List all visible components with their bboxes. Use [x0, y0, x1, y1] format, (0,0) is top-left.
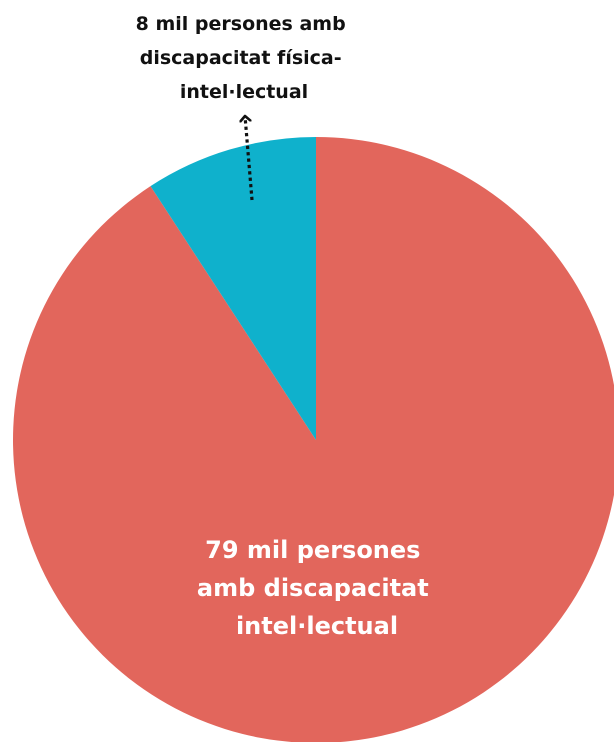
slice-label-major-line-2: amb discapacitat — [197, 574, 429, 602]
slice-label-minor-line-2: discapacitat física- — [140, 47, 342, 69]
slice-label-minor-line-3: intel·lectual — [180, 81, 308, 103]
callout-arrow — [245, 116, 254, 201]
slice-label-minor: 8 mil persones amb discapacitat física- … — [136, 13, 353, 103]
slice-label-major-line-3: intel·lectual — [236, 612, 398, 640]
pie-slice-physical-intellectual — [150, 137, 316, 440]
pie-slice-intellectual — [13, 137, 614, 742]
slice-label-major-line-1: 79 mil persones — [205, 536, 420, 564]
slice-label-minor-line-1: 8 mil persones amb — [136, 13, 346, 35]
slice-label-major: 79 mil persones amb discapacitat intel·l… — [197, 536, 437, 640]
